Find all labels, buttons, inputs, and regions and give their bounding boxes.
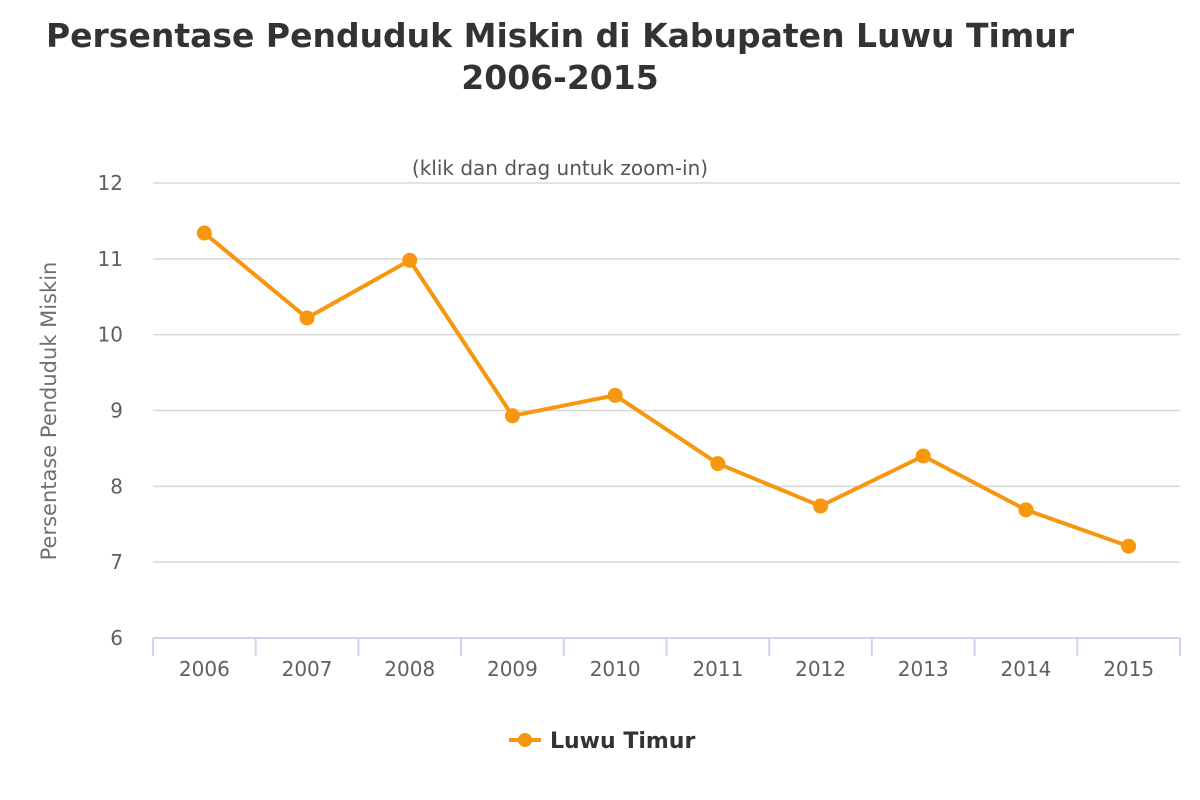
y-tick-label: 11 [98,247,123,271]
chart-subtitle: (klik dan drag untuk zoom-in) [412,156,708,180]
y-tick-label: 7 [110,550,123,574]
data-point-2009[interactable] [504,408,520,424]
legend-label: Luwu Timur [550,729,695,754]
x-tick-label: 2015 [1103,657,1154,681]
x-tick-label: 2009 [487,657,538,681]
x-tick-label: 2010 [590,657,641,681]
y-tick-label: 9 [110,399,123,423]
x-tick-label: 2014 [1000,657,1051,681]
y-tick-label: 6 [110,626,123,650]
data-point-2007[interactable] [299,310,315,326]
x-tick-label: 2008 [384,657,435,681]
x-tick-label: 2012 [795,657,846,681]
data-point-2008[interactable] [402,252,418,268]
chart-title: Persentase Penduduk Miskin di Kabupaten … [46,16,1075,55]
chart-title-line2: 2006-2015 [461,58,658,97]
data-point-2013[interactable] [915,448,931,464]
x-tick-label: 2006 [179,657,230,681]
data-point-2010[interactable] [607,387,623,403]
y-tick-label: 10 [98,323,123,347]
y-tick-label: 8 [110,474,123,498]
legend-item-luwu-timur[interactable]: Luwu Timur [509,729,695,754]
legend-marker [518,733,532,747]
x-tick-label: 2011 [692,657,743,681]
data-point-2012[interactable] [813,498,829,514]
x-tick-label: 2007 [282,657,333,681]
data-point-2006[interactable] [196,225,212,241]
y-axis-label: Persentase Penduduk Miskin [37,262,61,561]
x-tick-label: 2013 [898,657,949,681]
series-line [203,231,1130,549]
data-point-2014[interactable] [1018,502,1034,518]
y-tick-label: 12 [98,171,123,195]
data-point-2015[interactable] [1121,538,1137,554]
data-point-2011[interactable] [710,456,726,472]
